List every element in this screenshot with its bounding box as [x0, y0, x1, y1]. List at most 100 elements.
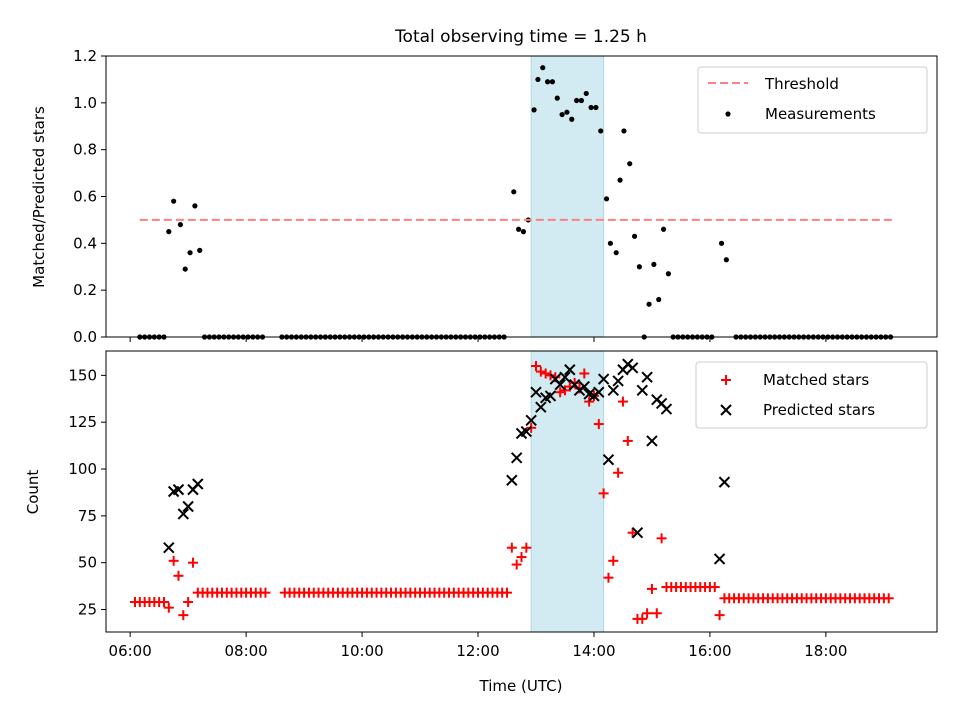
matched-star-point	[584, 396, 595, 407]
matched-star-point	[163, 602, 174, 613]
matched-star-point	[516, 552, 527, 563]
x-b	[655, 397, 668, 410]
x-b	[646, 435, 658, 447]
measurement-point	[569, 116, 575, 122]
predicted-star-point	[525, 414, 537, 427]
legend-threshold-label: Threshold	[764, 75, 839, 93]
matched-star-point	[651, 608, 662, 619]
predicted-star-point	[602, 453, 615, 466]
bottom-legend-box	[695, 361, 928, 429]
matched-star-point	[714, 610, 725, 621]
measurement-point	[535, 76, 541, 83]
predicted-star-point	[506, 474, 518, 486]
matched-star-point	[183, 597, 194, 608]
matched-star-point	[187, 557, 198, 568]
legend-predicted-label: Predicted stars	[763, 401, 875, 419]
x-b	[549, 373, 562, 385]
top-measurement-points	[137, 65, 894, 340]
legend-predicted-swatch	[720, 404, 732, 416]
measurement-point	[511, 189, 517, 195]
measurement-point	[665, 271, 671, 277]
y-tick-label: 25	[78, 601, 97, 619]
matched-star-point	[637, 613, 648, 624]
x-b	[535, 401, 547, 413]
measurement-point	[531, 107, 537, 113]
predicted-star-point	[636, 384, 648, 397]
y-tick-label: 150	[68, 366, 97, 384]
predicted-star-points	[163, 358, 731, 565]
legend-measurements-swatch	[725, 111, 731, 117]
measurement-point	[598, 128, 604, 134]
predicted-star-point	[192, 478, 204, 490]
matched-star-point	[173, 570, 184, 581]
y-tick-label: 0.6	[73, 188, 97, 206]
top-panel: 0.0 0.2 0.4 0.6 0.8 1.0 1.2 Total observing ti…	[30, 27, 938, 346]
predicted-star-point	[510, 452, 523, 464]
predicted-star-point	[718, 476, 731, 488]
measurement-point	[593, 104, 599, 111]
top-y-axis-label: Matched/Predicted stars	[30, 106, 48, 288]
measurement-point	[621, 128, 627, 134]
x-b	[720, 404, 732, 416]
bottom-x-axis: 06:00 08:00 10:00 12:00 14:00 16:00 18:00	[109, 632, 847, 660]
predicted-star-point	[607, 384, 620, 397]
measurement-point	[197, 247, 203, 253]
predicted-star-point	[578, 380, 591, 393]
measurement-point	[607, 240, 613, 246]
chart-title: Total observing time = 1.25 h	[394, 27, 647, 47]
bottom-y-axis-label: Count	[24, 470, 42, 515]
x-b	[660, 403, 673, 415]
measurement-point	[613, 250, 619, 256]
predicted-star-point	[564, 364, 576, 376]
x-b	[568, 379, 581, 391]
y-tick-label: 1.0	[73, 94, 97, 112]
matched-star-point	[646, 583, 657, 594]
predicted-star-point	[535, 401, 547, 413]
x-b	[636, 384, 648, 397]
measurement-point	[564, 109, 570, 115]
x-b	[583, 388, 595, 400]
measurement-point	[723, 257, 729, 263]
predicted-star-point	[660, 403, 673, 415]
measurement-point	[182, 266, 188, 272]
x-b	[641, 371, 653, 383]
x-b	[718, 476, 731, 488]
x-b	[177, 508, 190, 520]
x-b	[554, 379, 566, 391]
predicted-star-point	[559, 371, 571, 383]
predicted-star-point	[593, 386, 605, 398]
predicted-star-point	[641, 371, 653, 383]
x-tick-label: 08:00	[224, 642, 267, 660]
matched-star-point	[260, 587, 271, 598]
legend-plus-marker	[721, 375, 731, 385]
predicted-star-point	[544, 390, 557, 402]
x-b	[631, 527, 644, 539]
x-b	[163, 541, 175, 554]
matched-star-point	[598, 488, 609, 499]
measurement-point	[516, 226, 522, 232]
x-b	[597, 373, 610, 385]
matched-star-point	[709, 582, 720, 593]
x-b	[172, 483, 185, 496]
legend-measurements-label: Measurements	[765, 105, 876, 123]
matched-star-point	[656, 533, 667, 544]
x-b	[607, 384, 620, 397]
matched-star-point	[555, 387, 566, 398]
y-tick-label: 75	[78, 507, 97, 525]
top-highlight-span	[530, 55, 605, 338]
x-tick-label: 12:00	[456, 642, 499, 660]
x-b	[525, 414, 537, 427]
predicted-star-point	[554, 379, 566, 391]
legend-matched-label: Matched stars	[763, 371, 869, 389]
measurement-point	[603, 196, 610, 202]
top-y-axis: 0.0 0.2 0.4 0.6 0.8 1.0 1.2	[73, 47, 106, 346]
x-b	[713, 553, 726, 565]
measurement-point	[718, 240, 725, 246]
y-tick-label: 0.2	[73, 281, 97, 299]
matched-star-point	[530, 360, 541, 371]
x-b	[182, 500, 194, 513]
x-tick-label: 16:00	[688, 642, 731, 660]
matched-star-point	[883, 593, 894, 604]
measurement-point	[636, 264, 642, 270]
x-b	[564, 364, 576, 376]
